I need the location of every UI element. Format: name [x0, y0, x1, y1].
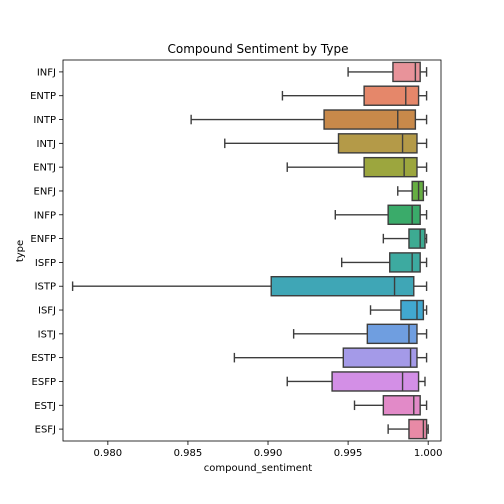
box-isfj: [369, 299, 428, 321]
y-tick-label-enfj: ENFJ: [34, 186, 57, 197]
iqr-box: [408, 228, 426, 249]
y-tick-label-infp: INFP: [34, 210, 56, 221]
y-tick-label-entp: ENTP: [30, 91, 56, 102]
box-estp: [233, 347, 428, 368]
box-intp: [190, 109, 428, 130]
iqr-box: [411, 180, 425, 202]
iqr-box: [366, 323, 418, 345]
box-intj: [224, 133, 428, 154]
box-enfj: [397, 180, 428, 202]
box-enfp: [382, 228, 428, 249]
iqr-box: [363, 156, 418, 178]
iqr-box: [331, 371, 420, 392]
y-tick-label-isfp: ISFP: [35, 258, 56, 269]
y-tick-label-isfj: ISFJ: [38, 306, 56, 317]
box-entj: [286, 156, 428, 178]
y-tick-label-enfp: ENFP: [30, 234, 56, 245]
y-tick-label-esfp: ESFP: [32, 377, 56, 388]
box-isfp: [340, 252, 428, 273]
iqr-box: [387, 204, 421, 226]
box-entp: [281, 85, 428, 106]
y-tick-label-istp: ISTP: [35, 282, 56, 293]
box-istj: [292, 323, 428, 345]
iqr-box: [400, 299, 425, 321]
box-esfj: [387, 418, 429, 440]
boxes-group: [71, 61, 429, 440]
x-tick-label: 0.995: [334, 448, 363, 459]
y-tick-label-infj: INFJ: [37, 67, 56, 78]
iqr-box: [342, 347, 418, 368]
box-infj: [347, 61, 428, 83]
x-tick-label: 0.980: [94, 448, 123, 459]
y-tick-label-istj: ISTJ: [38, 329, 56, 340]
x-axis: 0.980 0.985 0.990 0.995 1.000: [94, 441, 443, 459]
y-tick-label-estp: ESTP: [31, 353, 56, 364]
y-axis: INFJ ENTP INTP INTJ ENTJ ENFJ INFP ENFP ISFP ISTP…: [30, 67, 63, 436]
y-tick-label-estj: ESTJ: [34, 401, 56, 412]
x-tick-label: 0.985: [174, 448, 203, 459]
y-tick-label-intp: INTP: [33, 115, 56, 126]
iqr-box: [392, 61, 421, 83]
box-estj: [353, 395, 428, 416]
iqr-box: [323, 109, 417, 130]
iqr-box: [382, 395, 421, 416]
y-tick-label-esfj: ESFJ: [35, 425, 56, 436]
iqr-box: [270, 275, 415, 297]
iqr-box: [389, 252, 421, 273]
iqr-box: [337, 133, 418, 154]
box-istp: [71, 275, 428, 297]
box-esfp: [286, 371, 426, 392]
plot-frame: [62, 59, 442, 442]
x-tick-label: 1.000: [414, 448, 443, 459]
iqr-box: [408, 418, 428, 440]
y-axis-label: type: [15, 240, 26, 262]
chart-title: Compound Sentiment by Type: [168, 42, 349, 56]
x-tick-label: 0.990: [254, 448, 283, 459]
iqr-box: [363, 85, 420, 106]
y-tick-label-entj: ENTJ: [33, 163, 56, 174]
y-tick-label-intj: INTJ: [37, 139, 57, 150]
box-infp: [334, 204, 428, 226]
x-axis-label: compound_sentiment: [204, 463, 312, 474]
